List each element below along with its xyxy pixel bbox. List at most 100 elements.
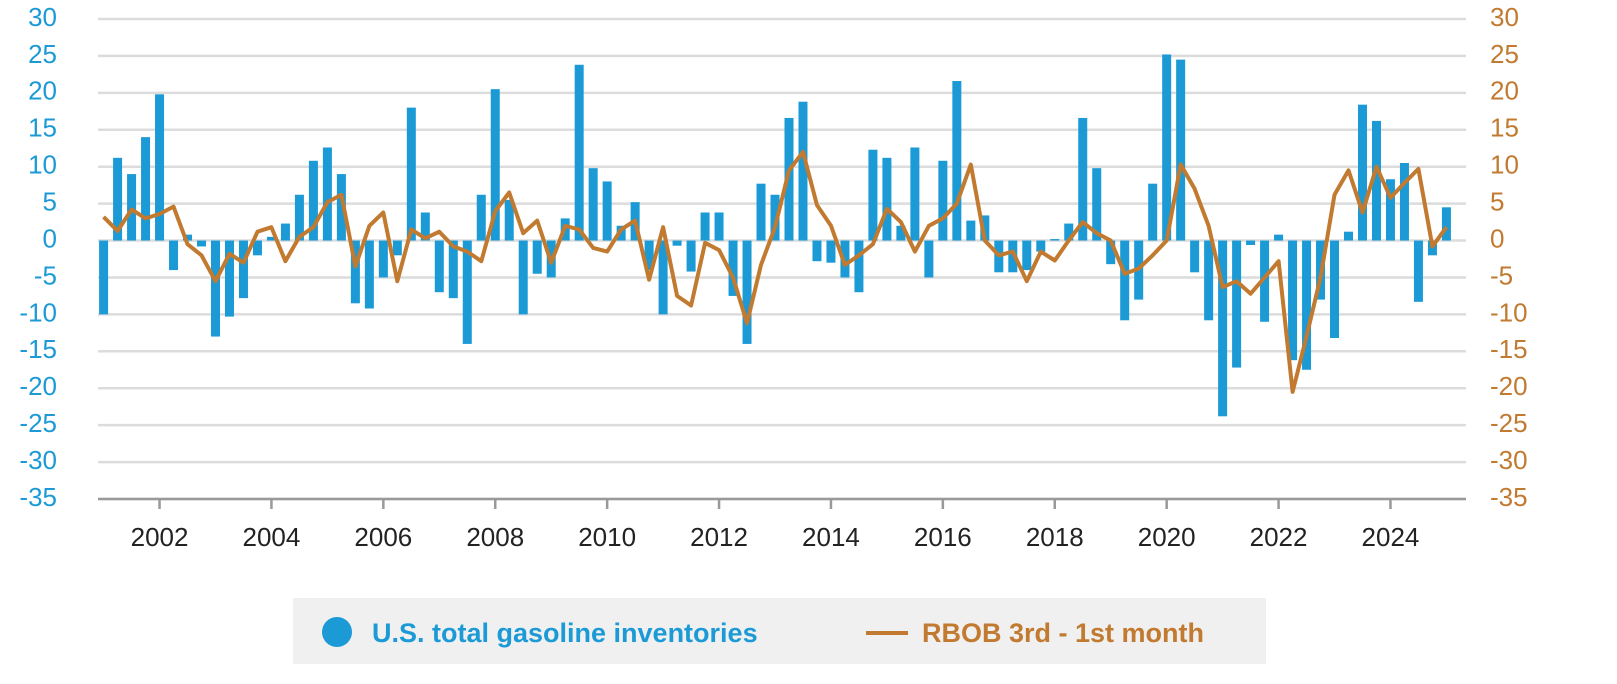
y2-tick-label: 5 xyxy=(1490,186,1504,216)
y-tick-label: -30 xyxy=(19,445,57,475)
bar xyxy=(1413,240,1423,302)
y2-tick-label: 10 xyxy=(1490,150,1519,180)
y2-tick-label: -30 xyxy=(1490,445,1528,475)
y2-tick-label: 20 xyxy=(1490,76,1519,106)
bar xyxy=(1246,240,1256,245)
bar xyxy=(1190,240,1200,273)
y-tick-label: 10 xyxy=(28,150,57,180)
y-tick-label: 0 xyxy=(43,223,57,253)
bar xyxy=(210,240,220,337)
bar xyxy=(1357,104,1367,241)
bar xyxy=(672,240,682,246)
bar xyxy=(99,240,109,315)
bar xyxy=(910,147,920,241)
bar xyxy=(756,183,766,241)
bar xyxy=(224,240,234,317)
legend-swatch xyxy=(322,617,352,647)
bar xyxy=(1064,223,1074,241)
bar xyxy=(840,240,850,278)
bar xyxy=(518,240,528,315)
bar xyxy=(252,240,262,256)
bar xyxy=(728,240,738,296)
bar xyxy=(294,194,304,241)
bar xyxy=(924,240,934,278)
bar xyxy=(980,215,990,241)
bar xyxy=(183,234,193,241)
bar xyxy=(1008,240,1018,273)
bar xyxy=(714,212,724,241)
bar xyxy=(266,236,276,241)
y2-tick-label: 15 xyxy=(1490,113,1519,143)
bar xyxy=(742,240,752,344)
bar xyxy=(952,81,962,241)
bar xyxy=(504,199,514,241)
bar xyxy=(169,240,179,271)
bar xyxy=(1371,120,1381,241)
bar xyxy=(1078,117,1088,241)
x-tick-label: 2008 xyxy=(466,522,524,552)
bar xyxy=(1399,163,1409,241)
legend-label: U.S. total gasoline inventories xyxy=(372,618,758,648)
bar xyxy=(308,160,318,241)
bar xyxy=(658,240,668,315)
bar xyxy=(868,149,878,241)
y-tick-label: 20 xyxy=(28,76,57,106)
y-tick-label: 30 xyxy=(28,2,57,32)
x-tick-label: 2004 xyxy=(243,522,301,552)
bar xyxy=(127,174,137,241)
bar xyxy=(784,117,794,241)
bar xyxy=(280,223,290,241)
bar xyxy=(392,240,402,256)
bar xyxy=(1385,179,1395,241)
y-tick-label: -20 xyxy=(19,371,57,401)
bar xyxy=(1218,240,1228,417)
bar xyxy=(448,240,458,299)
x-tick-label: 2018 xyxy=(1026,522,1084,552)
bar xyxy=(462,240,472,344)
y-tick-label: -35 xyxy=(19,482,57,512)
y-tick-label: -5 xyxy=(34,260,57,290)
y-tick-label: -10 xyxy=(19,297,57,327)
x-tick-label: 2020 xyxy=(1138,522,1196,552)
y2-tick-label: 25 xyxy=(1490,39,1519,69)
bar xyxy=(1344,231,1354,241)
bar xyxy=(1148,183,1158,241)
bar xyxy=(141,137,151,241)
bar xyxy=(476,194,486,241)
bar xyxy=(1232,240,1242,368)
bar xyxy=(532,240,542,274)
y-tick-label: -25 xyxy=(19,408,57,438)
legend-label: RBOB 3rd - 1st month xyxy=(922,618,1204,648)
bar xyxy=(1330,240,1340,339)
bar xyxy=(197,240,207,247)
bar xyxy=(434,240,444,293)
x-tick-label: 2014 xyxy=(802,522,860,552)
bar xyxy=(854,240,864,293)
bar xyxy=(1050,239,1060,241)
bar xyxy=(812,240,822,262)
bar xyxy=(826,240,836,263)
bar xyxy=(574,64,584,241)
bar xyxy=(1441,207,1451,241)
bar xyxy=(113,157,123,241)
bar xyxy=(336,174,346,241)
x-tick-label: 2016 xyxy=(914,522,972,552)
y2-tick-label: -35 xyxy=(1490,482,1528,512)
bar xyxy=(1162,54,1172,241)
bar xyxy=(770,194,780,241)
bar xyxy=(588,168,598,241)
y-tick-label: 25 xyxy=(28,39,57,69)
bar xyxy=(1302,240,1312,370)
line xyxy=(102,149,1449,394)
bar xyxy=(364,240,374,309)
x-tick-label: 2010 xyxy=(578,522,636,552)
bar xyxy=(1092,168,1102,241)
y-tick-label: 5 xyxy=(43,186,57,216)
legend-box xyxy=(293,598,1266,664)
bar xyxy=(798,101,808,241)
bar xyxy=(490,89,500,241)
x-tick-label: 2002 xyxy=(131,522,189,552)
y2-tick-label: -20 xyxy=(1490,371,1528,401)
bar xyxy=(378,240,388,278)
bar xyxy=(1120,240,1130,321)
